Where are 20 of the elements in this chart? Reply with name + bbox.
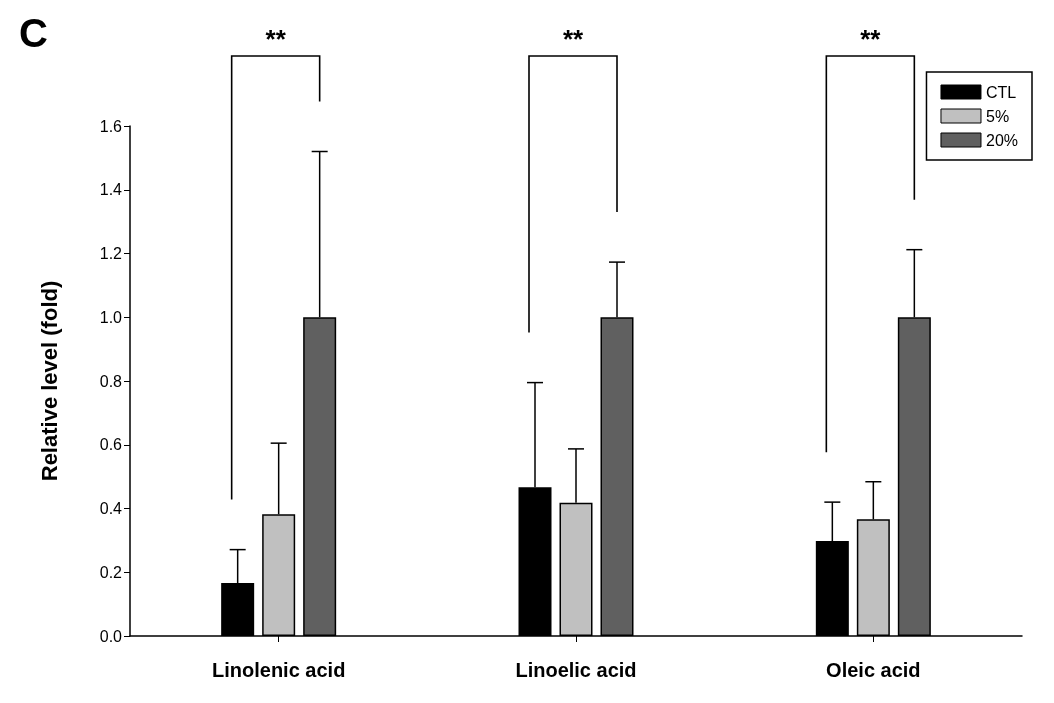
- x-tick-label: Oleic acid: [826, 659, 921, 681]
- text: **: [562, 24, 584, 54]
- chart-title: C: [19, 11, 48, 55]
- legend-label: CTL: [985, 83, 1017, 101]
- text: **: [265, 24, 287, 54]
- y-tick-label: 1.6: [99, 117, 123, 135]
- y-tick-label: 1.0: [99, 308, 123, 326]
- y-tick-label: 0.6: [99, 436, 123, 454]
- x-tick-label: Linoelic acid: [515, 659, 637, 681]
- y-tick-label: 0.0: [99, 627, 123, 645]
- legend-label: 5%: [985, 107, 1010, 125]
- text: **: [860, 24, 882, 54]
- legend-label: 20%: [985, 131, 1019, 149]
- y-tick-label: 0.2: [99, 563, 123, 581]
- y-tick-label: 1.2: [99, 245, 123, 262]
- y-tick-label: 0.8: [99, 372, 123, 390]
- y-tick-label: 1.4: [99, 181, 123, 199]
- y-tick-label: 0.4: [99, 500, 123, 517]
- y-axis-title: Relative level (fold): [36, 280, 62, 482]
- x-tick-label: Linolenic acid: [211, 659, 346, 681]
